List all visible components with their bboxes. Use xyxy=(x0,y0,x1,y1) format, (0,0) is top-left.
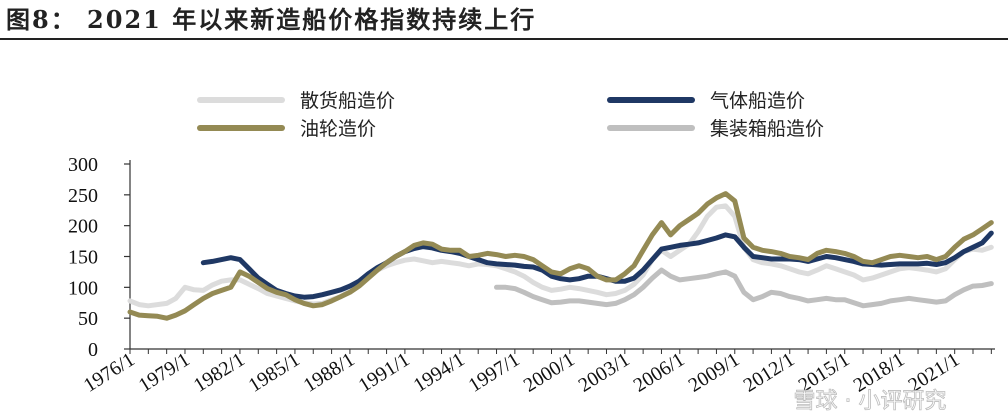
y-tick-label: 250 xyxy=(68,185,98,207)
figure-title: 图8： 2021 年以来新造船价格指数持续上行 xyxy=(6,5,537,34)
y-axis: 0 50 100 150 200 250 300 xyxy=(68,154,131,361)
x-tick-label: 2006/1 xyxy=(630,349,689,397)
series-line-1 xyxy=(200,230,994,300)
series-line-0 xyxy=(127,203,994,309)
x-tick-label: 2003/1 xyxy=(575,349,634,397)
x-tick-label: 1979/1 xyxy=(135,349,194,397)
plot-area xyxy=(127,191,994,321)
x-tick-label: 1991/1 xyxy=(355,349,414,397)
series-line-2 xyxy=(127,191,994,321)
y-tick-label: 0 xyxy=(88,339,98,361)
y-tick-label: 50 xyxy=(78,308,98,330)
y-tick-label: 100 xyxy=(68,277,98,299)
series-line-3 xyxy=(494,267,994,309)
x-tick-label: 1985/1 xyxy=(245,349,304,397)
x-tick-label: 2009/1 xyxy=(685,349,744,397)
x-tick-label: 1988/1 xyxy=(300,349,359,397)
title-rule xyxy=(0,38,1008,40)
y-tick-label: 200 xyxy=(68,216,98,238)
y-tick-label: 300 xyxy=(68,154,98,176)
x-tick-label: 1997/1 xyxy=(465,349,524,397)
legend-label-3: 集装箱船造价 xyxy=(710,118,824,140)
x-tick-label: 2012/1 xyxy=(740,349,799,397)
legend-label-0: 散货船造价 xyxy=(300,90,395,112)
x-tick-label: 1994/1 xyxy=(410,349,469,397)
x-tick-label: 2000/1 xyxy=(520,349,579,397)
watermark: 雪球 · 小评研究 xyxy=(794,389,947,414)
x-tick-label: 1982/1 xyxy=(190,349,249,397)
legend-label-1: 气体船造价 xyxy=(710,90,805,112)
y-tick-label: 150 xyxy=(68,247,98,269)
legend-label-2: 油轮造价 xyxy=(300,118,376,140)
